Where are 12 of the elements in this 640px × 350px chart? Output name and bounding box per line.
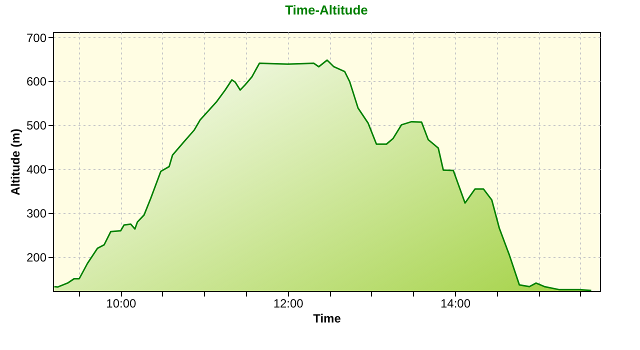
y-tick-label: 200 xyxy=(26,250,47,265)
y-tick-label: 300 xyxy=(26,206,47,221)
x-axis-title: Time xyxy=(313,312,342,326)
x-tick-label: 10:00 xyxy=(106,296,137,310)
y-tick-label: 500 xyxy=(26,118,47,133)
y-tick-label: 600 xyxy=(26,74,47,89)
y-tick-label: 400 xyxy=(26,162,47,177)
chart-title: Time-Altitude xyxy=(285,2,368,18)
y-tick-label: 700 xyxy=(26,30,47,45)
y-axis-title: Altitude (m) xyxy=(8,128,22,196)
x-tick-label: 14:00 xyxy=(440,296,471,310)
x-tick-label: 12:00 xyxy=(273,296,304,310)
